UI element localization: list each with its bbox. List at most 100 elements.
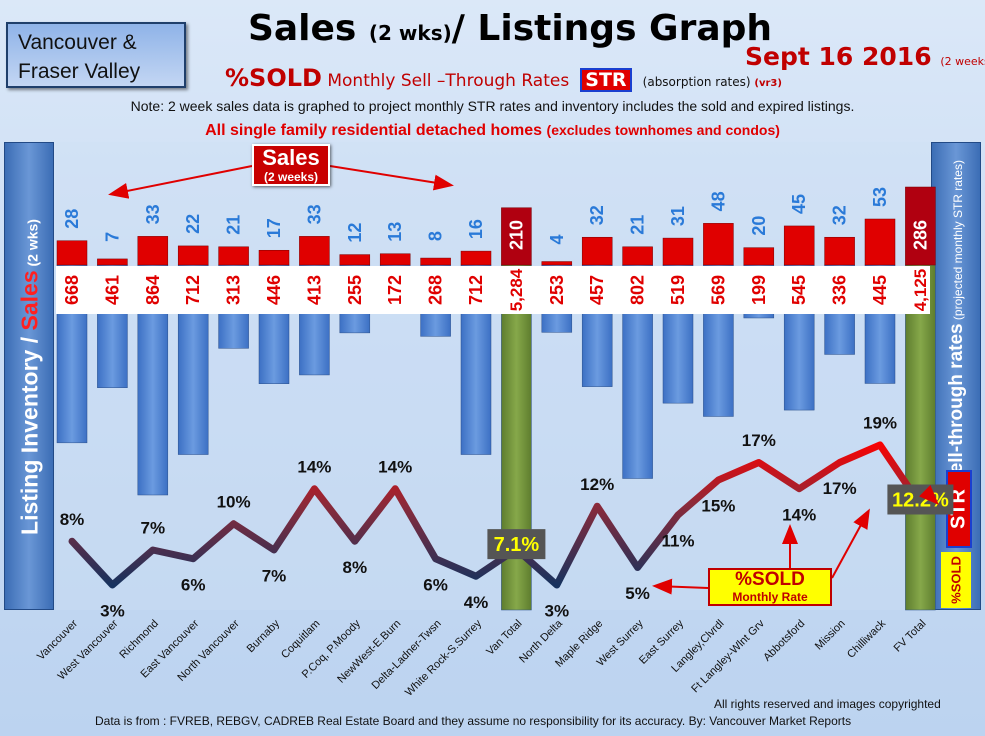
- sales-label-20: 53: [870, 187, 890, 207]
- x-tick-label-6: Coquitlam: [279, 618, 323, 662]
- sales-arrow-left: [108, 165, 253, 199]
- x-tick-label-17: Ft Langley-Wlnt Grv: [689, 617, 767, 695]
- sales-label-6: 33: [304, 204, 324, 224]
- sold-vertical-badge: %SOLD: [941, 552, 971, 608]
- homes-note-small: (excludes townhomes and condos): [546, 122, 780, 138]
- sold-total-label-11: 7.1%: [494, 534, 540, 556]
- sales-label-15: 31: [668, 206, 688, 226]
- inventory-label-band: [56, 266, 930, 314]
- homes-note-main: All single family residential detached h…: [205, 122, 543, 139]
- sold-total-box-11: [487, 529, 546, 560]
- sales-label-0: 28: [62, 209, 82, 229]
- sales-label-19: 32: [830, 205, 850, 225]
- sales-label-7: 12: [345, 223, 365, 243]
- x-tick-label-5: Burnaby: [245, 617, 283, 655]
- sales-bar-3: [177, 245, 209, 266]
- sales-label-5: 17: [264, 218, 284, 238]
- title-main: Sales: [247, 8, 369, 49]
- sales-bar-4: [218, 246, 249, 266]
- region-box: Vancouver & Fraser Valley: [6, 22, 186, 88]
- inventory-label-19: 336: [830, 275, 850, 305]
- str-badge: STR: [580, 68, 632, 92]
- sales-callout: Sales (2 weeks): [252, 144, 330, 186]
- inventory-label-16: 569: [708, 275, 728, 305]
- sold-callout-sub: Monthly Rate: [732, 590, 808, 604]
- sold-arrow-right: [919, 485, 939, 505]
- sold-label-7: 8%: [343, 558, 368, 577]
- left-axis-banner: Listing Inventory / Sales (2 wks): [4, 142, 54, 610]
- sales-bar-8: [379, 253, 411, 266]
- sales-callout-sub: (2 weeks): [263, 170, 319, 184]
- sold-label-17: 17%: [742, 431, 776, 450]
- sold-label-16: 15%: [701, 497, 735, 516]
- footer-source: Data is from : FVREB, REBGV, CADREB Real…: [95, 714, 852, 728]
- inventory-label-1: 461: [102, 275, 122, 305]
- sales-label-18: 45: [789, 194, 809, 214]
- report-date: Sept 16 2016 (2 weeks): [745, 42, 985, 71]
- sold-label-20: 19%: [863, 414, 897, 433]
- sales-label-4: 21: [224, 215, 244, 235]
- subtitle-absorption: (absorption rates) (vr3): [643, 75, 782, 89]
- sold-label-13: 12%: [580, 475, 614, 494]
- sales-bar-21: [905, 186, 936, 266]
- x-tick-label-9: Delta-Ladner-Twsn: [370, 618, 444, 692]
- sales-bar-2: [137, 236, 169, 266]
- sales-bar-15: [662, 237, 694, 266]
- sold-label-14: 5%: [625, 584, 650, 603]
- sold-label-4: 10%: [217, 492, 251, 511]
- inventory-label-18: 545: [789, 275, 809, 305]
- sales-label-11: 210: [506, 220, 526, 250]
- sold-label-8: 14%: [378, 457, 412, 476]
- inventory-label-14: 802: [628, 275, 648, 305]
- subtitle-abs-text: (absorption rates): [642, 75, 751, 89]
- sales-bar-10: [460, 250, 492, 266]
- sales-label-10: 16: [466, 219, 486, 239]
- sold-arrow-fvtotal: [831, 508, 870, 579]
- x-tick-label-18: Abbotsford: [761, 618, 807, 664]
- inventory-label-11: 5,284: [507, 268, 526, 311]
- sold-label-1: 3%: [100, 602, 125, 621]
- sales-label-1: 7: [102, 232, 122, 242]
- region-line-2: Fraser Valley: [18, 60, 141, 83]
- inventory-bar-21: [905, 264, 936, 611]
- sales-label-21: 286: [910, 220, 930, 250]
- inventory-label-4: 313: [224, 275, 244, 305]
- footer-rights: All rights reserved and images copyright…: [714, 697, 941, 711]
- sold-label-5: 7%: [262, 567, 287, 586]
- sales-label-9: 8: [426, 231, 446, 241]
- sales-bar-18: [783, 225, 815, 266]
- inventory-label-13: 457: [587, 275, 607, 305]
- sold-label-2: 7%: [141, 519, 166, 538]
- inventory-label-5: 446: [264, 275, 284, 305]
- subtitle: %SOLD Monthly Sell –Through Rates STR (a…: [225, 64, 782, 92]
- inventory-label-21: 4,125: [911, 269, 930, 312]
- subtitle-rest: Monthly Sell –Through Rates: [321, 71, 570, 91]
- sold-label-9: 6%: [423, 575, 448, 594]
- sold-label-10: 4%: [464, 593, 489, 612]
- inventory-label-17: 199: [749, 275, 769, 305]
- page-title: Sales (2 wks)/ Listings Graph: [200, 8, 820, 49]
- sales-label-14: 21: [628, 215, 648, 235]
- x-tick-label-21: FV Total: [892, 618, 929, 655]
- inventory-label-9: 268: [426, 275, 446, 305]
- sales-bar-0: [56, 240, 88, 266]
- sales-bar-1: [97, 258, 128, 266]
- sales-label-13: 32: [587, 205, 607, 225]
- sold-label-6: 14%: [297, 457, 331, 476]
- inventory-label-15: 519: [668, 275, 688, 305]
- sold-label-3: 6%: [181, 575, 206, 594]
- sales-callout-title: Sales: [262, 145, 320, 170]
- sales-bar-14: [622, 246, 653, 266]
- sales-bar-17: [743, 247, 775, 266]
- sales-label-17: 20: [749, 216, 769, 236]
- title-small: (2 wks): [368, 21, 452, 45]
- sold-label-18: 14%: [782, 505, 816, 524]
- x-tick-label-19: Mission: [813, 618, 848, 653]
- sales-bar-6: [299, 236, 330, 266]
- sales-label-8: 13: [385, 222, 405, 242]
- sales-bar-9: [420, 257, 451, 266]
- sales-label-12: 4: [547, 235, 567, 245]
- sales-label-16: 48: [708, 191, 728, 211]
- region-line-1: Vancouver &: [18, 31, 137, 54]
- inventory-label-3: 712: [183, 275, 203, 305]
